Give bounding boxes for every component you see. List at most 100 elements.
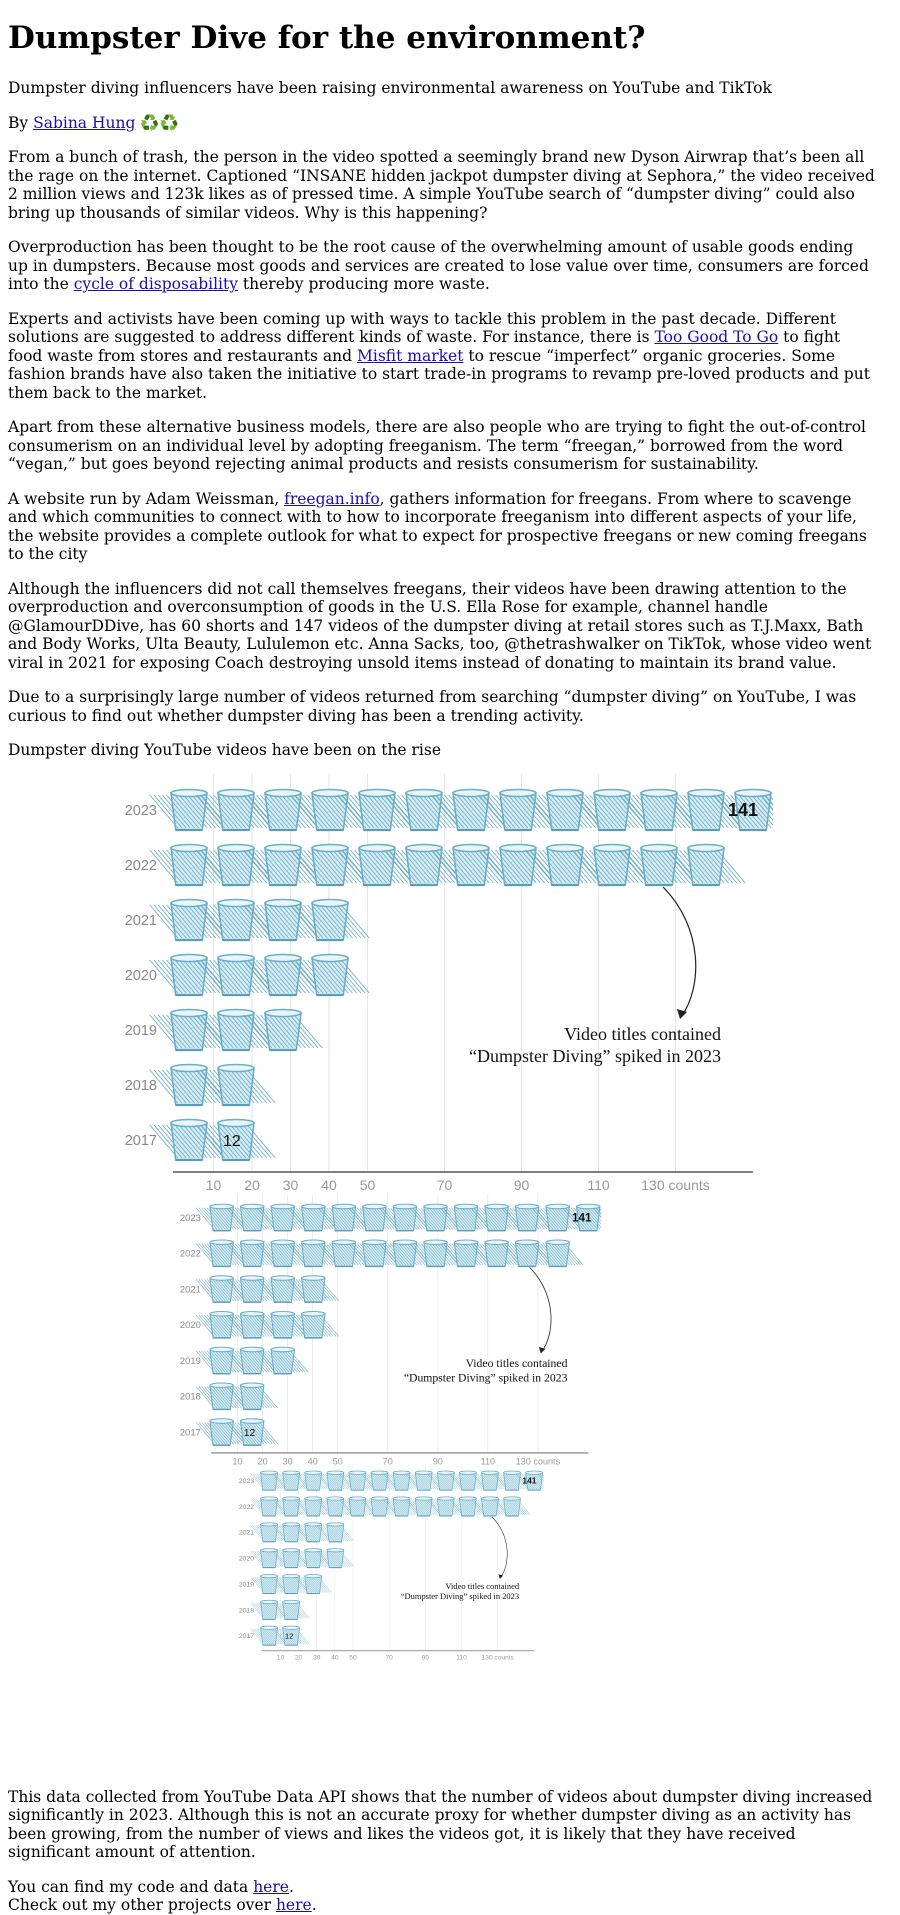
wastebasket-icon xyxy=(243,898,323,941)
too-good-to-go-link[interactable]: Too Good To Go xyxy=(654,328,779,347)
value-label: 141 xyxy=(728,800,758,820)
paragraph-1: From a bunch of trash, the person in the… xyxy=(8,148,875,222)
annotation-text: “Dumpster Diving” spiked in 2023 xyxy=(404,1371,568,1384)
paragraph-3: Experts and activists have been coming u… xyxy=(8,310,876,403)
wastebasket-icon xyxy=(257,1346,309,1375)
wastebasket-icon xyxy=(250,1573,288,1594)
wastebasket-icon xyxy=(243,953,323,996)
y-tick-label: 2019 xyxy=(180,1355,201,1366)
wastebasket-icon xyxy=(427,1470,465,1491)
y-tick-label: 2017 xyxy=(239,1633,254,1640)
wastebasket-icon xyxy=(316,1522,354,1542)
projects-link[interactable]: here xyxy=(275,1896,312,1915)
paragraph-2-text-end: thereby producing more waste. xyxy=(237,275,490,294)
x-tick-label: 10 xyxy=(233,1456,243,1466)
projects-line-end: . xyxy=(311,1896,317,1915)
annotation-arrowhead xyxy=(498,1573,504,1579)
wastebasket-icon xyxy=(195,1203,248,1232)
freegan-info-link[interactable]: freegan.info xyxy=(284,489,380,508)
x-tick-label: 30 xyxy=(283,1456,293,1466)
y-tick-label: 2020 xyxy=(125,968,157,984)
y-tick-label: 2018 xyxy=(180,1390,201,1401)
wastebasket-icon xyxy=(384,788,464,831)
wastebasket-icon xyxy=(287,1274,340,1303)
wastebasket-icon xyxy=(449,1470,487,1491)
y-tick-label: 2021 xyxy=(180,1283,201,1294)
annotation-arrow xyxy=(662,886,697,1018)
wastebasket-icon xyxy=(624,1204,675,1230)
chart-area: 10 20 30 40 50 70 90 110 130 counts 2023 141 2022 20… xyxy=(8,766,892,1782)
code-link[interactable]: here xyxy=(253,1877,289,1896)
wastebasket-icon xyxy=(149,1118,229,1161)
wastebasket-icon xyxy=(493,1496,531,1517)
x-tick-label: 50 xyxy=(333,1456,343,1466)
byline: By Sabina Hung ♻️♻️ xyxy=(8,114,876,133)
isotype-chart: 10 20 30 40 50 70 90 110 130 counts 2023 141 2022 20… xyxy=(125,773,773,1661)
wastebasket-icon xyxy=(272,1547,310,1568)
x-tick-label: 40 xyxy=(331,1654,339,1661)
recycle-emoji: ♻️♻️ xyxy=(140,113,179,132)
wastebasket-icon xyxy=(531,1203,584,1232)
wastebasket-icon xyxy=(195,1417,248,1446)
wastebasket-icon xyxy=(195,1346,248,1375)
x-tick-label: 130 counts xyxy=(482,1654,515,1661)
misfit-market-link[interactable]: Misfit market xyxy=(357,346,464,365)
wastebasket-icon xyxy=(196,953,276,996)
paragraph-8: This data collected from YouTube Data AP… xyxy=(8,1787,873,1862)
annotation-arrow xyxy=(529,1267,552,1353)
paragraph-3-text: Experts and activists have been coming u… xyxy=(8,309,836,347)
paragraph-5: A website run by Adam Weissman, freegan.… xyxy=(8,490,876,564)
wastebasket-icon xyxy=(316,1470,354,1491)
x-tick-label: 30 xyxy=(313,1654,321,1661)
wastebasket-icon xyxy=(226,1382,278,1410)
wastebasket-icon xyxy=(250,1496,288,1517)
wastebasket-icon xyxy=(243,843,323,886)
annotation-text: Video titles contained xyxy=(445,1580,519,1590)
wastebasket-icon xyxy=(537,1473,544,1481)
y-tick-label: 2020 xyxy=(180,1319,201,1330)
paragraph-2-text: Overproduction has been thought to be th… xyxy=(8,238,869,294)
wastebasket-icon xyxy=(226,1274,278,1303)
wastebasket-icon xyxy=(666,788,746,831)
annotation-arrow xyxy=(491,1516,508,1578)
paragraph-4: Apart from these alternative business mo… xyxy=(8,418,866,474)
wastebasket-icon xyxy=(250,1522,288,1542)
wastebasket-icon xyxy=(149,788,229,831)
code-line: You can find my code and data here. xyxy=(8,1878,876,1897)
wastebasket-icon xyxy=(440,1203,492,1232)
annotation-text: Video titles contained xyxy=(466,1357,568,1370)
wastebasket-icon xyxy=(405,1496,443,1517)
wastebasket-icon xyxy=(294,1496,332,1517)
paragraph-2: Overproduction has been thought to be th… xyxy=(8,238,876,294)
author-link[interactable]: Sabina Hung xyxy=(33,113,136,132)
wastebasket-icon xyxy=(409,1239,462,1267)
wastebasket-icon xyxy=(196,1008,276,1051)
wastebasket-icon xyxy=(493,1470,531,1491)
wastebasket-icon xyxy=(294,1522,332,1542)
wastebasket-icon xyxy=(431,788,511,831)
wastebasket-icon xyxy=(316,1547,354,1568)
x-tick-label: 20 xyxy=(258,1456,268,1466)
y-tick-label: 2018 xyxy=(125,1078,157,1094)
x-tick-label: 70 xyxy=(437,1177,453,1193)
wastebasket-icon xyxy=(250,1599,288,1620)
cycle-of-disposability-link[interactable]: cycle of disposability xyxy=(73,275,238,294)
x-tick-label: 110 xyxy=(481,1456,496,1466)
annotation-arrowhead xyxy=(538,1346,546,1354)
wastebasket-icon xyxy=(449,1496,487,1517)
article-title: Dumpster Dive for the environment? xyxy=(8,20,646,56)
wastebasket-icon xyxy=(272,1599,310,1620)
annotation-text: “Dumpster Diving” spiked in 2023 xyxy=(469,1046,721,1066)
footer: You can find my code and data here. Chec… xyxy=(8,1878,876,1915)
wastebasket-icon xyxy=(272,1573,310,1594)
chart-heading: Dumpster diving YouTube videos have been… xyxy=(8,741,442,760)
wastebasket-icon xyxy=(405,1470,443,1491)
x-tick-label: 20 xyxy=(295,1654,303,1661)
wastebasket-icon xyxy=(250,1470,288,1491)
y-tick-label: 2017 xyxy=(180,1426,201,1437)
wastebasket-icon xyxy=(316,1496,354,1517)
value-label: 141 xyxy=(522,1475,536,1485)
x-tick-label: 10 xyxy=(277,1654,285,1661)
wastebasket-icon xyxy=(337,843,417,886)
article: Dumpster Dive for the environment? Dumps… xyxy=(0,20,884,1915)
